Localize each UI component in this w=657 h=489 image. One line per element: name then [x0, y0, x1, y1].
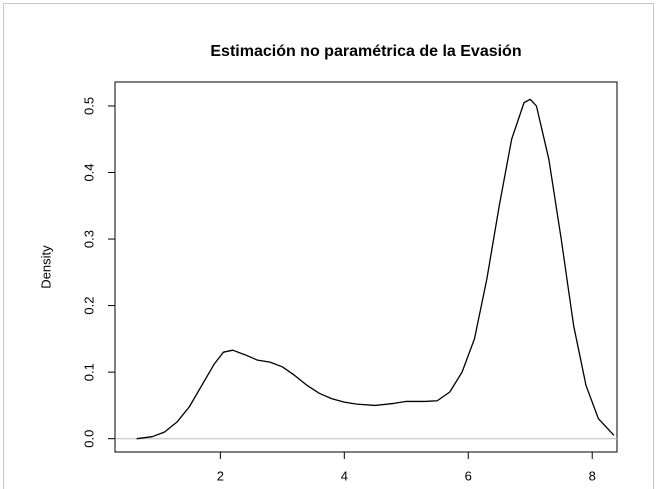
x-tick-label: 6: [465, 468, 472, 483]
y-tick-label: 0.2: [81, 297, 96, 315]
y-tick-label: 0.0: [81, 430, 96, 448]
x-tick-label: 8: [589, 468, 596, 483]
density-line: [136, 98, 615, 440]
y-axis-label: Density: [38, 245, 53, 289]
x-tick-label: 2: [217, 468, 224, 483]
window-frame: [3, 3, 654, 489]
y-tick-label: 0.1: [81, 363, 96, 381]
y-tick-label: 0.5: [81, 97, 96, 115]
y-tick-label: 0.3: [81, 230, 96, 248]
x-tick-label: 4: [341, 468, 348, 483]
y-tick-label: 0.4: [81, 163, 96, 181]
chart-title: Estimación no paramétrica de la Evasión: [210, 43, 521, 60]
plot-frame: [114, 81, 618, 453]
